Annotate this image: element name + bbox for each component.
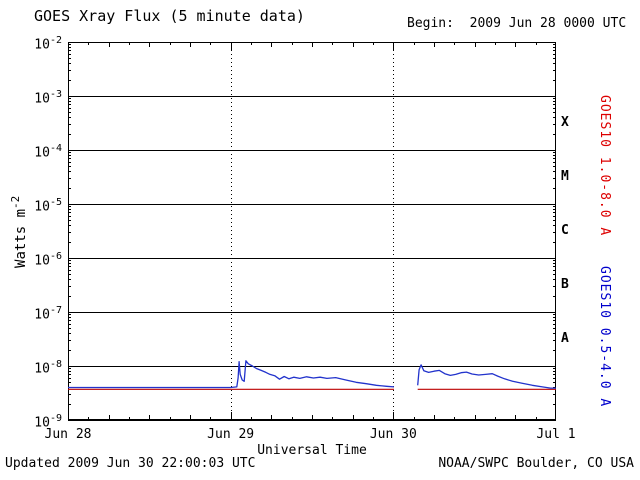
right-axis-label-short-channel: GOES10 0.5-4.0 A [597,266,612,408]
x-axis-title: Universal Time [257,443,367,458]
x-tick-label: Jun 30 [369,427,417,442]
y-tick-label: 10-8 [34,359,62,377]
flare-class-x: X [561,115,569,130]
flare-class-m: M [561,169,569,184]
plot-frame [68,42,556,420]
flare-class-c: C [561,223,569,238]
y-tick-label: 10-3 [34,89,62,107]
begin-timestamp: Begin: 2009 Jun 28 0000 UTC [407,16,627,31]
x-tick-label: Jul 1 [536,427,576,442]
flare-class-a: A [561,331,569,346]
y-tick-label: 10-2 [34,35,62,53]
source-attribution: NOAA/SWPC Boulder, CO USA [438,456,634,471]
updated-timestamp: Updated 2009 Jun 30 22:00:03 UTC [5,456,256,471]
y-tick-label: 10-7 [34,305,62,323]
x-tick-label: Jun 28 [44,427,92,442]
flare-class-b: B [561,277,569,292]
x-tick-label: Jun 29 [207,427,255,442]
right-axis-label-long-channel: GOES10 1.0-8.0 A [597,95,612,237]
short-channel-trace [68,360,395,389]
short-channel-trace [417,364,556,389]
y-tick-label: 10-6 [34,251,62,269]
y-axis-title: Watts m-2 [9,195,29,268]
chart-title: GOES Xray Flux (5 minute data) [34,7,305,25]
y-tick-label: 10-4 [34,143,62,161]
y-tick-label: 10-9 [34,413,62,431]
y-tick-label: 10-5 [34,197,62,215]
